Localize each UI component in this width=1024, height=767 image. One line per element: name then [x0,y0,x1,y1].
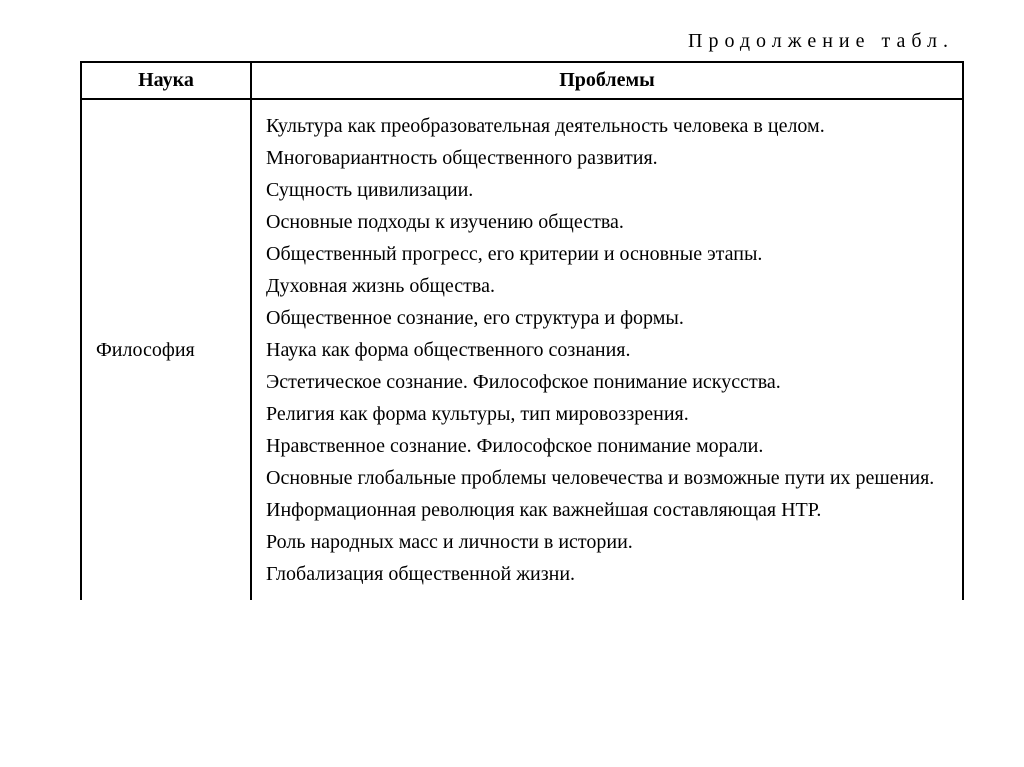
problem-item: Религия как форма культуры, тип мировозз… [266,398,948,430]
problem-item: Общественный прогресс, его критерии и ос… [266,238,948,270]
problem-item: Основные глобальные проблемы человечеств… [266,462,948,494]
problem-item: Информационная революция как важнейшая с… [266,494,948,526]
science-cell: Философия [81,99,251,600]
problem-item: Нравственное сознание. Философское поним… [266,430,948,462]
column-header-problems: Проблемы [251,62,963,99]
problem-item: Глобализация общественной жизни. [266,558,948,590]
problem-item: Духовная жизнь общества. [266,270,948,302]
problem-item: Основные подходы к изучению общества. [266,206,948,238]
problem-item: Сущность цивилизации. [266,174,948,206]
problem-item: Культура как преобразовательная деятельн… [266,110,948,142]
problem-item: Роль народных масс и личности в истории. [266,526,948,558]
problems-cell: Культура как преобразовательная деятельн… [251,99,963,600]
problem-item: Общественное сознание, его структура и ф… [266,302,948,334]
table-header-row: Наука Проблемы [81,62,963,99]
problem-item: Многовариантность общественного развития… [266,142,948,174]
column-header-science: Наука [81,62,251,99]
continuation-label: Продолжение табл. [80,30,964,53]
problem-item: Эстетическое сознание. Философское поним… [266,366,948,398]
problem-item: Наука как форма общественного сознания. [266,334,948,366]
table-row: Философия Культура как преобразовательна… [81,99,963,600]
science-problems-table: Наука Проблемы Философия Культура как пр… [80,61,964,600]
